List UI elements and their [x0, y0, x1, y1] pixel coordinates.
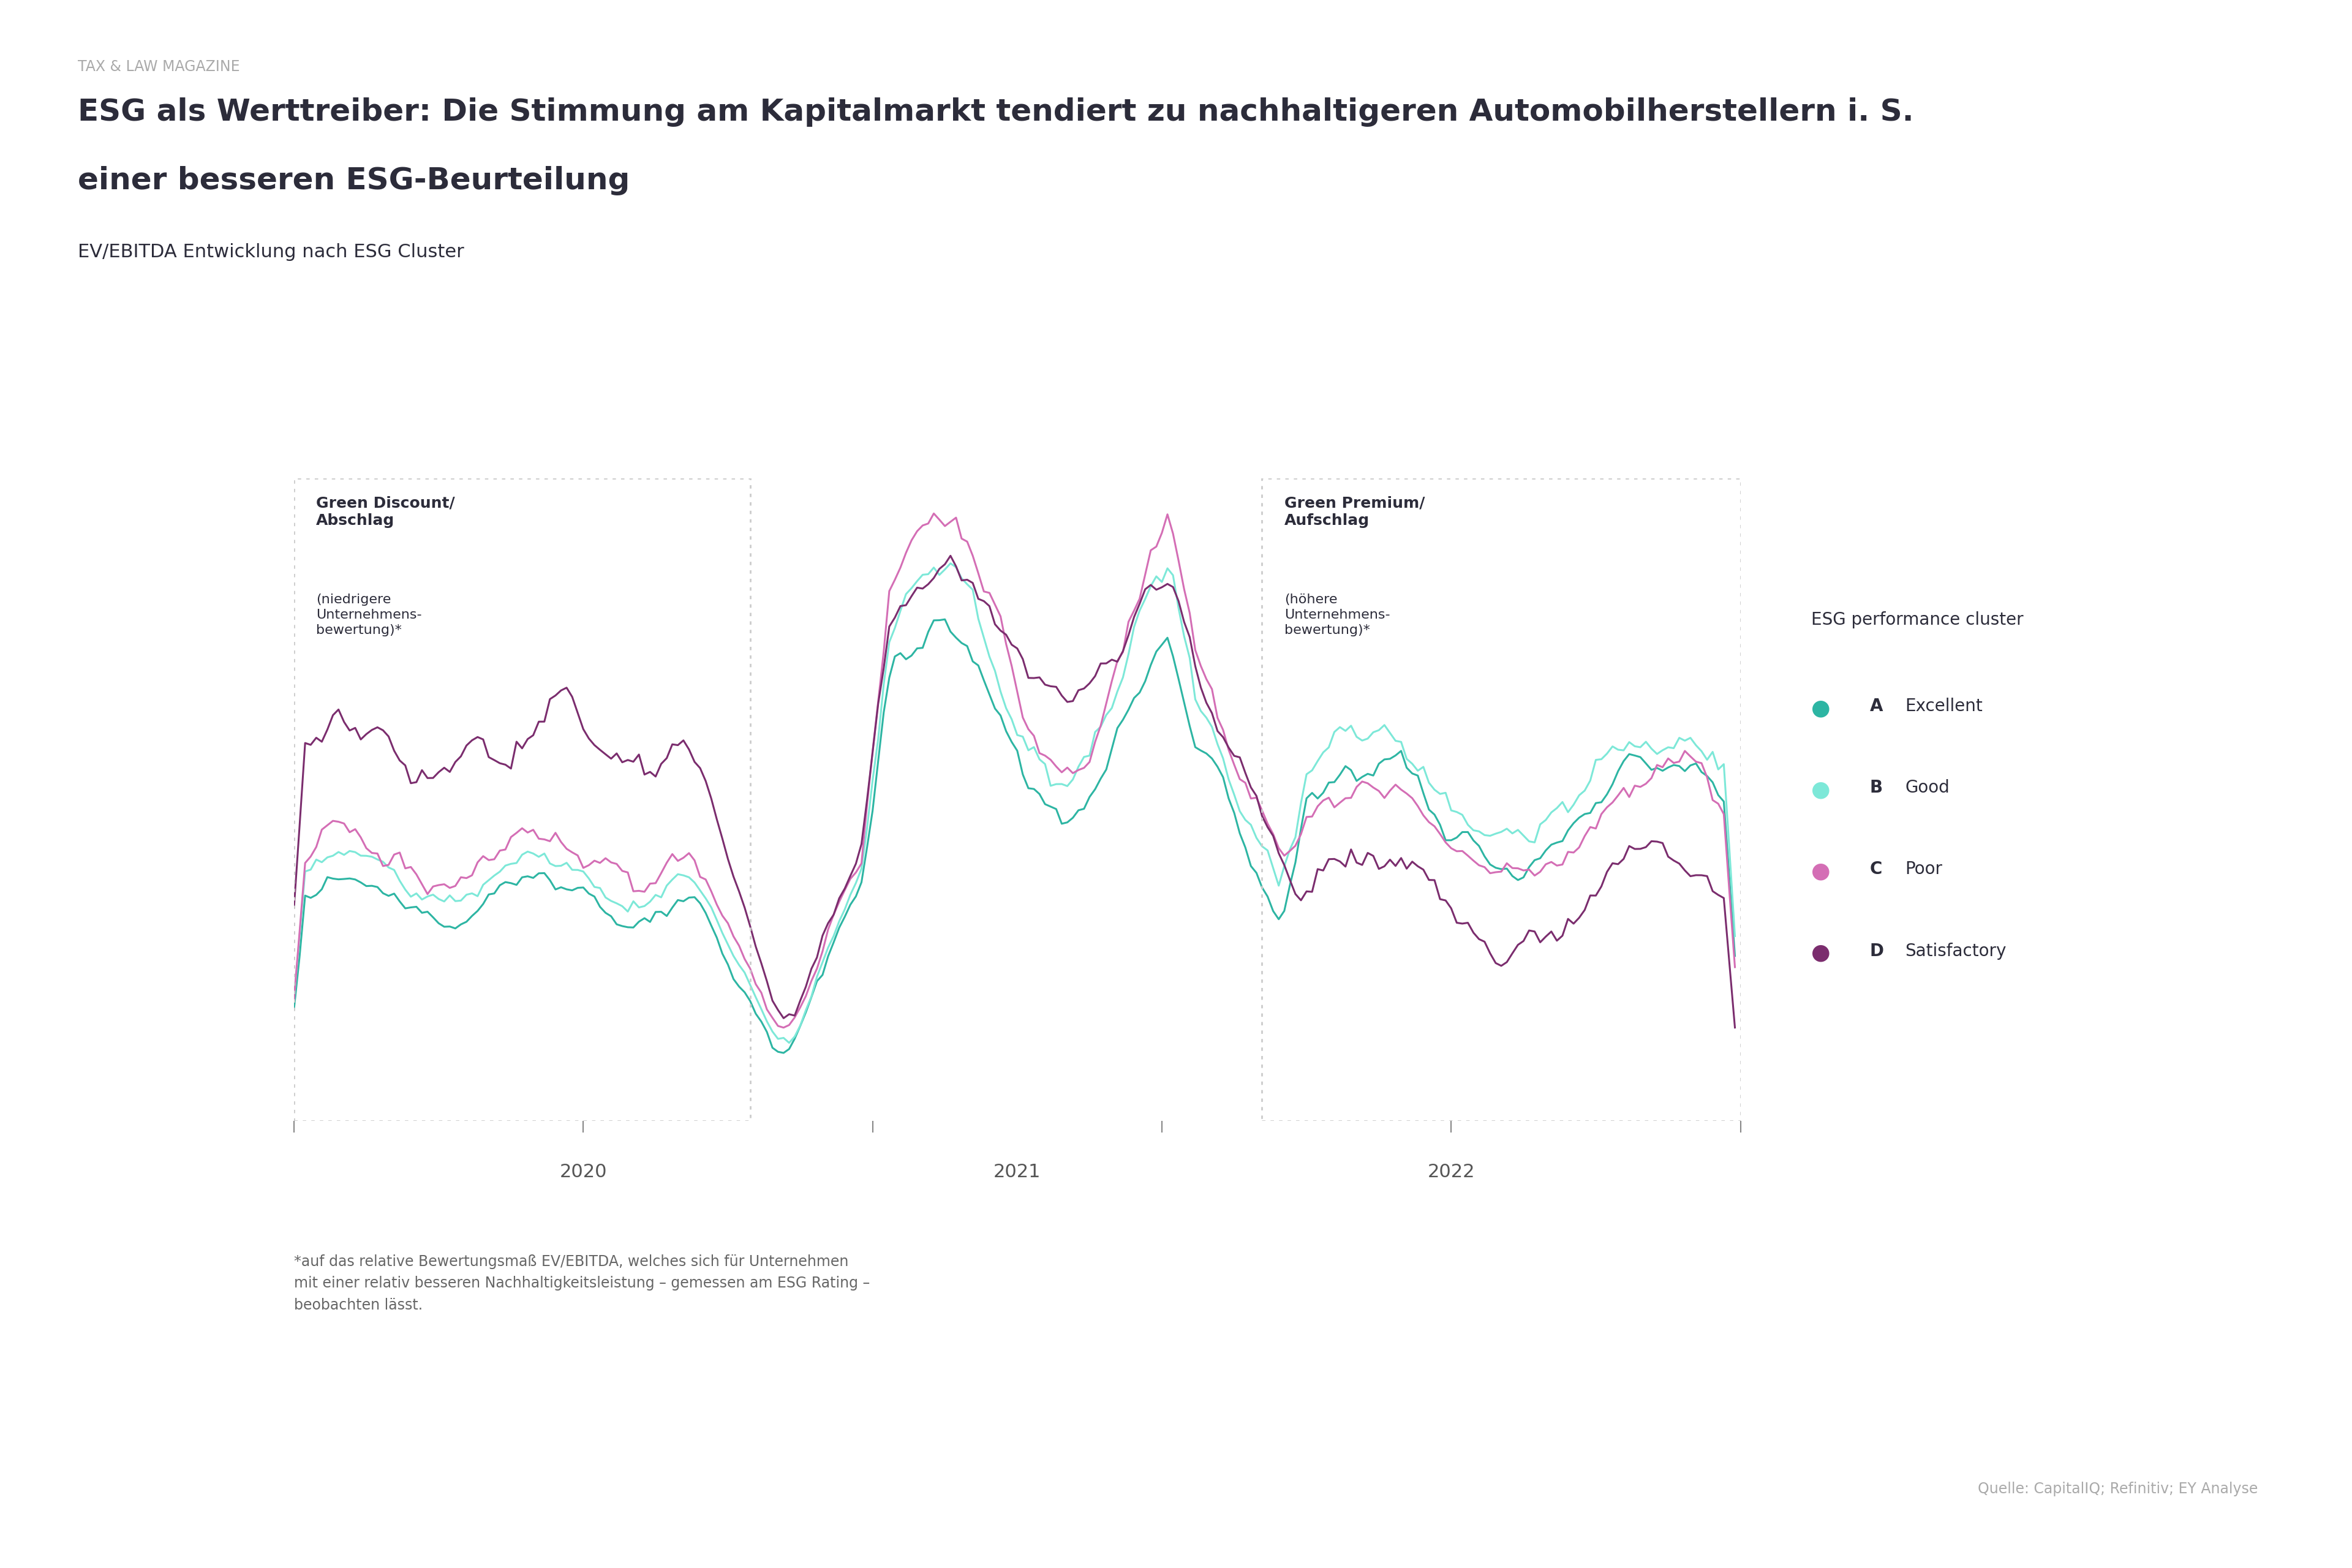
Text: A: A [1870, 698, 1884, 715]
Text: C: C [1870, 861, 1882, 878]
Text: ESG performance cluster: ESG performance cluster [1811, 612, 2023, 629]
Text: Satisfactory: Satisfactory [1905, 942, 2006, 960]
Text: Quelle: CapitalIQ; Refinitiv; EY Analyse: Quelle: CapitalIQ; Refinitiv; EY Analyse [1978, 1482, 2258, 1496]
Text: B: B [1870, 779, 1884, 797]
Text: Excellent: Excellent [1905, 698, 1983, 715]
Text: (höhere
Unternehmens-
bewertung)*: (höhere Unternehmens- bewertung)* [1284, 594, 1390, 637]
Text: 2021: 2021 [993, 1163, 1042, 1181]
Text: Good: Good [1905, 779, 1950, 797]
Text: *auf das relative Bewertungsmaß EV/EBITDA, welches sich für Unternehmen
mit eine: *auf das relative Bewertungsmaß EV/EBITD… [294, 1254, 870, 1312]
Text: 2022: 2022 [1428, 1163, 1475, 1181]
Text: ●: ● [1811, 698, 1830, 718]
Text: ●: ● [1811, 779, 1830, 800]
Text: ●: ● [1811, 942, 1830, 963]
Text: Green Premium/
Aufschlag: Green Premium/ Aufschlag [1284, 495, 1425, 528]
Text: Green Discount/
Abschlag: Green Discount/ Abschlag [315, 495, 454, 528]
Text: D: D [1870, 942, 1884, 960]
Text: ESG als Werttreiber: Die Stimmung am Kapitalmarkt tendiert zu nachhaltigeren Aut: ESG als Werttreiber: Die Stimmung am Kap… [78, 97, 1915, 127]
Text: 2020: 2020 [560, 1163, 607, 1181]
Text: (niedrigere
Unternehmens-
bewertung)*: (niedrigere Unternehmens- bewertung)* [315, 594, 421, 637]
Text: ●: ● [1811, 861, 1830, 881]
Text: einer besseren ESG-Beurteilung: einer besseren ESG-Beurteilung [78, 166, 630, 196]
Text: Poor: Poor [1905, 861, 1943, 878]
Bar [294, 478, 750, 1121]
Bar [1263, 478, 1740, 1121]
Text: EV/EBITDA Entwicklung nach ESG Cluster: EV/EBITDA Entwicklung nach ESG Cluster [78, 243, 463, 260]
Text: TAX & LAW MAGAZINE: TAX & LAW MAGAZINE [78, 60, 240, 74]
